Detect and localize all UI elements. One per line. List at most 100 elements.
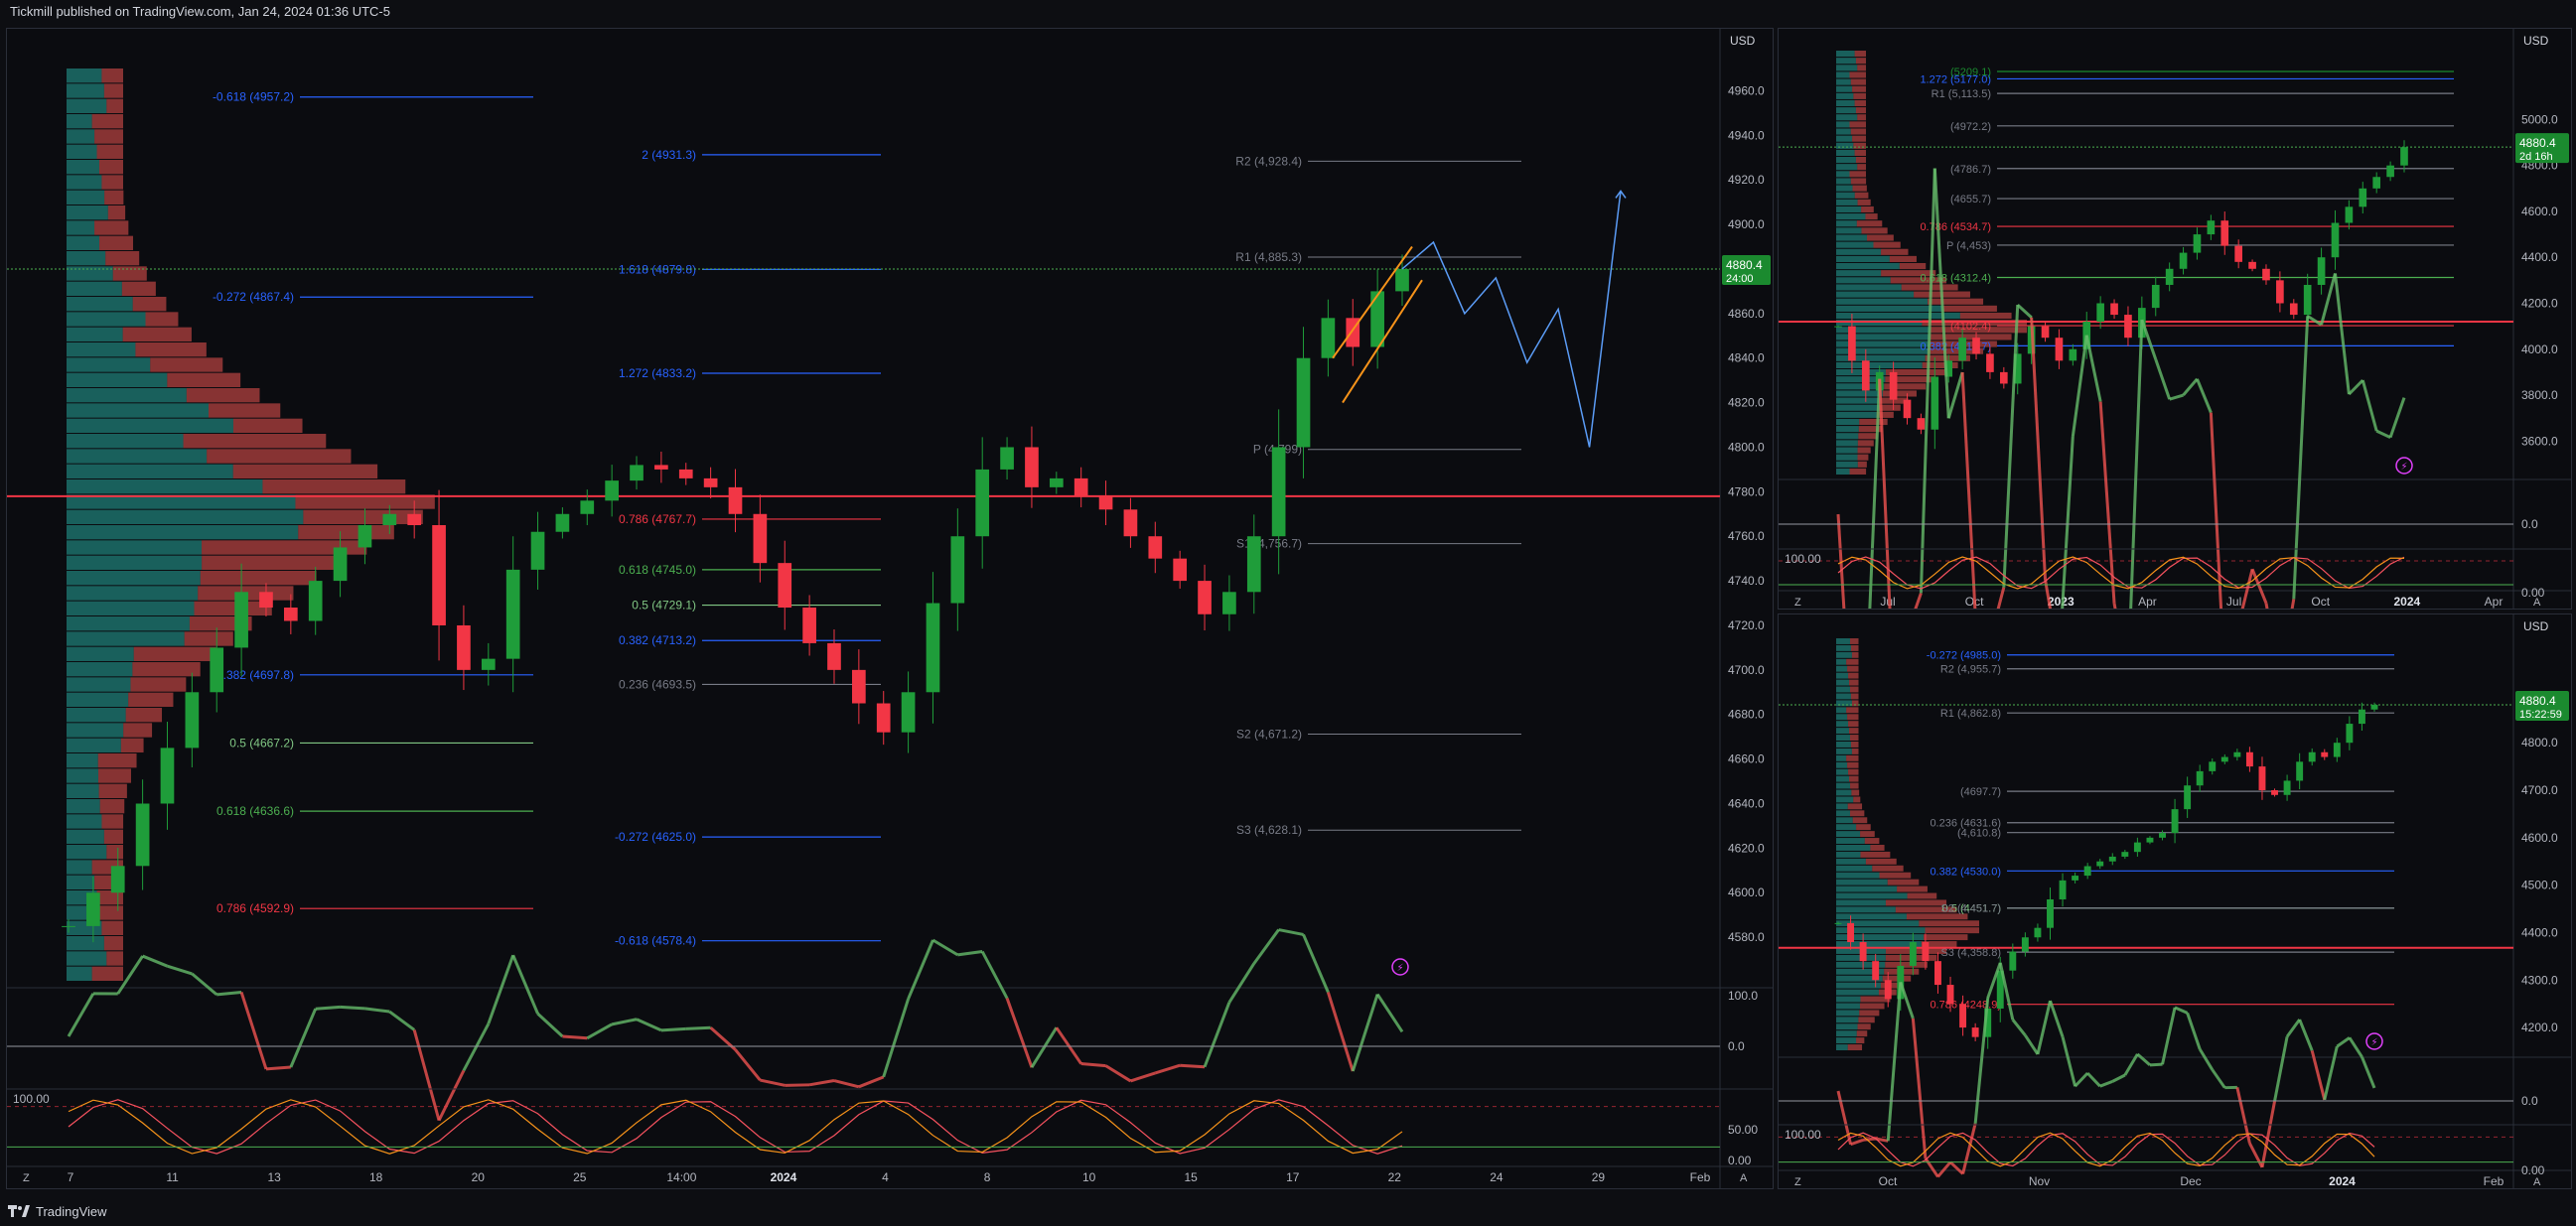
candle-body xyxy=(1025,447,1039,487)
candle-body xyxy=(2333,743,2341,757)
momentum-line-segment xyxy=(2098,401,2116,605)
auto-scale-button: A xyxy=(2533,1176,2541,1188)
candle-body xyxy=(1959,1004,1967,1028)
fib-level-label: 2 (4931.3) xyxy=(642,148,696,162)
candle-body xyxy=(2358,709,2365,725)
fib-level-label: R2 (4,955.7) xyxy=(1940,664,2001,676)
volume-profile-up-bar xyxy=(67,327,123,341)
volume-profile-down-bar xyxy=(1895,906,1957,913)
volume-profile-down-bar xyxy=(121,281,156,296)
volume-profile-up-bar xyxy=(67,723,124,738)
momentum-line-segment xyxy=(980,950,1009,1000)
y-tick-label: 4400.0 xyxy=(2521,250,2558,264)
volume-profile-down-bar xyxy=(183,434,327,449)
volume-profile-down-bar xyxy=(167,372,241,387)
stochastic-line xyxy=(1837,1132,2375,1167)
candle-body xyxy=(678,469,693,478)
volume-profile-up-bar xyxy=(67,708,126,723)
volume-profile-down-bar xyxy=(1858,433,1878,440)
candle-body xyxy=(1395,268,1409,292)
momentum-line-segment xyxy=(2174,1006,2189,1015)
volume-profile-down-bar xyxy=(1930,334,2012,341)
candle-body xyxy=(2346,724,2354,744)
volume-profile-up-bar xyxy=(1836,347,1929,354)
volume-profile-up-bar xyxy=(1836,885,1898,892)
y-tick-label: 4820.0 xyxy=(1728,396,1765,410)
candle-body xyxy=(1917,418,1926,430)
y-tick-label: 4600.0 xyxy=(1728,885,1765,899)
volume-profile-up-bar xyxy=(1836,700,1852,707)
fib-level-label: 0.382 (4530.0) xyxy=(1930,866,2001,878)
volume-profile-up-bar xyxy=(1836,1003,1860,1010)
candle-body xyxy=(2220,756,2228,762)
volume-profile-down-bar xyxy=(106,951,123,966)
volume-profile-down-bar xyxy=(1857,164,1866,171)
momentum-line-segment xyxy=(2290,599,2296,609)
momentum-line-segment xyxy=(931,938,959,957)
volume-profile-up-bar xyxy=(1836,858,1866,865)
momentum-line-segment xyxy=(2086,1071,2101,1088)
momentum-line-segment xyxy=(388,1010,416,1031)
volume-profile-up-bar xyxy=(67,357,151,372)
stochastic-line xyxy=(1837,556,2405,590)
main-chart-svg[interactable]: USD4960.04940.04920.04900.04880.04860.04… xyxy=(7,29,1773,1188)
candle-body xyxy=(2308,751,2316,762)
volume-profile-up-bar xyxy=(67,418,233,433)
volume-profile-down-bar xyxy=(1897,885,1928,892)
fib-level-label: 0.382 (4697.8) xyxy=(216,668,294,682)
indicator-1-tick: 0.0 xyxy=(2521,1094,2538,1108)
volume-profile-down-bar xyxy=(1885,899,1947,906)
volume-profile-up-bar xyxy=(1836,899,1886,906)
volume-profile-up-bar xyxy=(67,266,113,281)
fib-level-label: -0.272 (4867.4) xyxy=(213,290,294,304)
zoom-button: Z xyxy=(1794,1176,1801,1188)
candle-body xyxy=(1073,477,1088,496)
chart-panel-bottom-right[interactable]: USD4900.04800.04700.04600.04500.04400.04… xyxy=(1778,613,2572,1189)
x-tick-label: 29 xyxy=(1592,1170,1606,1184)
momentum-line-segment xyxy=(2260,1101,2277,1168)
volume-profile-up-bar xyxy=(1836,369,1886,376)
volume-profile-up-bar xyxy=(1836,199,1858,205)
momentum-line-segment xyxy=(2154,358,2172,400)
y-tick-label: 4600.0 xyxy=(2521,831,2558,845)
volume-profile-up-bar xyxy=(1836,128,1851,135)
volume-profile-up-bar xyxy=(67,768,99,783)
candle-body xyxy=(1971,1027,1979,1037)
candle-body xyxy=(110,866,125,893)
volume-profile-up-bar xyxy=(67,814,102,829)
chart-panel-main[interactable]: USD4960.04940.04920.04900.04880.04860.04… xyxy=(6,28,1774,1189)
footer-brand[interactable]: TradingView xyxy=(8,1200,107,1222)
volume-profile-up-bar xyxy=(1836,157,1856,164)
volume-profile-up-bar xyxy=(1836,892,1908,899)
volume-profile-up-bar xyxy=(1836,92,1854,99)
projection-arrow-icon xyxy=(1615,190,1627,199)
volume-profile-down-bar xyxy=(98,160,123,175)
bottom-right-chart-svg[interactable]: USD4900.04800.04700.04600.04500.04400.04… xyxy=(1779,614,2571,1188)
volume-profile-down-bar xyxy=(1922,320,2028,327)
momentum-line-segment xyxy=(1919,168,1936,594)
top-right-chart-svg[interactable]: USD5000.04800.04600.04400.04200.04000.03… xyxy=(1779,29,2571,609)
momentum-line-segment xyxy=(1911,1018,1928,1158)
candle-body xyxy=(2146,837,2154,843)
price-tag-box xyxy=(1722,254,1771,285)
momentum-line-segment xyxy=(1924,1157,1939,1178)
momentum-line-segment xyxy=(1203,1002,1231,1068)
volume-profile-up-bar xyxy=(1836,433,1859,440)
volume-profile-up-bar xyxy=(1836,114,1858,121)
x-tick-label: 2024 xyxy=(2394,595,2421,609)
x-tick-label: 2024 xyxy=(771,1170,797,1184)
volume-profile-up-bar xyxy=(1836,658,1847,665)
volume-profile-up-bar xyxy=(1836,85,1853,92)
momentum-line-segment xyxy=(833,1079,860,1089)
chart-panel-top-right[interactable]: USD 5000.0 4800.0 4600.0 4400.0 4200.0 4000.0 3… xyxy=(1778,28,2572,610)
candle-body xyxy=(2345,206,2354,223)
candle-body xyxy=(703,477,718,487)
volume-profile-up-bar xyxy=(1836,1023,1858,1030)
volume-profile-down-bar xyxy=(91,966,123,981)
volume-profile-up-bar xyxy=(1836,996,1861,1003)
zoom-button: Z xyxy=(23,1172,30,1184)
candle-body xyxy=(457,624,471,670)
volume-profile-up-bar xyxy=(1836,775,1850,782)
volume-profile-up-bar xyxy=(1836,707,1847,714)
candle-body xyxy=(2124,315,2132,339)
